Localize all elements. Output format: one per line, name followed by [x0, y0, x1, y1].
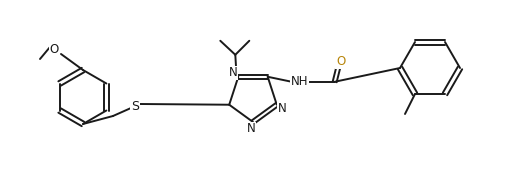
Text: O: O — [336, 55, 345, 68]
Text: N: N — [277, 102, 286, 115]
Text: S: S — [131, 100, 139, 112]
Text: O: O — [49, 43, 59, 56]
Text: N: N — [229, 66, 238, 79]
Text: N: N — [246, 122, 255, 135]
Text: NH: NH — [291, 75, 308, 88]
